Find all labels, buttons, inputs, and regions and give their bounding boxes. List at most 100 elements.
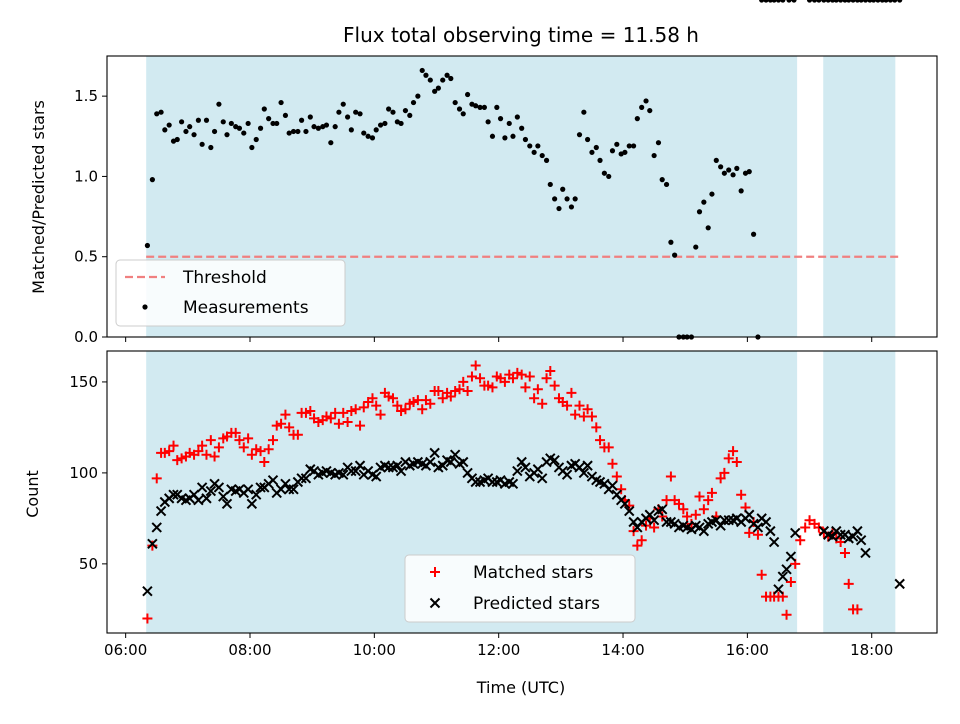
- matched-star-point: [367, 393, 378, 404]
- matched-star-point: [445, 391, 456, 402]
- measurement-point: [780, 0, 786, 3]
- predicted-star-point: [458, 456, 469, 468]
- matched-star-point: [616, 484, 627, 495]
- measurement-point: [506, 120, 512, 127]
- measurement-point: [282, 112, 289, 119]
- y-tick-label: 1.5: [74, 87, 98, 105]
- matched-star-point: [371, 400, 382, 411]
- measurement-point: [713, 157, 719, 163]
- matched-star-point: [698, 504, 709, 515]
- predicted-star-point: [193, 494, 204, 506]
- matched-star-point: [512, 367, 523, 378]
- matched-star-point: [255, 446, 266, 457]
- predicted-star-point: [392, 460, 403, 471]
- predicted-star-point: [255, 482, 266, 493]
- matched-star-point: [292, 429, 303, 440]
- measurement-point: [786, 0, 792, 3]
- y-tick-label: 100: [69, 464, 98, 482]
- matched-star-point: [649, 522, 660, 533]
- measurement-point: [162, 127, 168, 133]
- matched-star-point: [723, 453, 734, 464]
- matched-star-point: [400, 404, 411, 415]
- bottom-y-axis-label: Count: [23, 470, 42, 518]
- matched-star-point: [728, 446, 739, 457]
- predicted-star-point: [201, 493, 212, 504]
- predicted-star-point: [619, 498, 631, 510]
- predicted-star-point: [835, 529, 846, 540]
- measurement-point: [427, 77, 433, 83]
- matched-star-point: [433, 386, 444, 397]
- matched-star-point: [736, 489, 747, 500]
- matched-star-point: [706, 487, 717, 498]
- measurement-point: [609, 148, 616, 154]
- measurement-point: [489, 133, 496, 139]
- x-tick-label: 08:00: [228, 641, 271, 659]
- measurement-point: [382, 120, 388, 127]
- matched-star-point: [375, 409, 386, 420]
- predicted-star-point: [470, 476, 481, 488]
- measurement-point: [838, 0, 844, 3]
- predicted-star-point: [855, 535, 867, 546]
- measurement-point: [183, 128, 189, 135]
- matched-star-point: [852, 604, 863, 615]
- matched-star-point: [201, 449, 212, 460]
- predicted-star-point: [648, 514, 660, 526]
- predicted-star-point: [723, 514, 734, 526]
- measurement-point: [647, 107, 653, 114]
- measurement-point: [452, 99, 458, 106]
- measurement-point: [771, 0, 777, 3]
- measurement-point: [659, 177, 665, 183]
- measurement-point: [738, 188, 744, 194]
- matched-star-point: [781, 609, 792, 620]
- matched-star-point: [591, 422, 602, 433]
- predicted-star-point: [147, 538, 158, 550]
- measurement-point: [825, 0, 831, 3]
- x-tick-label: 12:00: [477, 641, 520, 659]
- plot-frame: [106, 55, 938, 338]
- measurement-point: [833, 0, 839, 3]
- measurement-point: [315, 125, 321, 131]
- y-tick-label: 150: [69, 373, 98, 391]
- predicted-star-point: [607, 480, 618, 491]
- predicted-star-point: [661, 516, 672, 528]
- measurement-point: [249, 144, 255, 151]
- measurement-point: [179, 119, 185, 125]
- measurement-point: [846, 0, 852, 3]
- predicted-star-point: [283, 484, 295, 495]
- measurement-point: [539, 152, 545, 159]
- observing-window-1: [823, 56, 896, 337]
- plot-frame: [106, 350, 938, 634]
- predicted-star-point: [251, 489, 262, 500]
- measurement-point: [432, 88, 438, 94]
- matched-star-point: [164, 446, 175, 457]
- measurement-point: [497, 116, 504, 122]
- predicted-star-point: [213, 482, 225, 493]
- matched-star-point: [276, 418, 287, 429]
- matched-star-point: [843, 578, 854, 589]
- measurement-point: [307, 114, 313, 120]
- measurement-point: [701, 199, 707, 205]
- measurement-point: [144, 242, 151, 249]
- matched-star-point: [507, 373, 518, 384]
- x-tick-label: 16:00: [726, 641, 769, 659]
- matched-star-point: [205, 435, 216, 446]
- measurement-point: [410, 99, 417, 106]
- measurement-point: [651, 152, 657, 159]
- x-axis-label: Time (UTC): [476, 678, 565, 697]
- measurement-point: [311, 124, 317, 130]
- predicted-star-point: [765, 525, 776, 537]
- predicted-star-point: [288, 484, 299, 495]
- measurement-point: [286, 130, 292, 136]
- matched-star-point: [358, 402, 369, 413]
- matched-star-point: [673, 498, 684, 509]
- matched-star-point: [636, 535, 647, 546]
- measurement-point: [576, 132, 583, 138]
- measurement-point: [547, 181, 553, 188]
- measurement-point: [572, 196, 578, 202]
- measurement-point: [435, 85, 441, 91]
- matched-star-point: [607, 458, 618, 469]
- matched-star-point: [321, 411, 332, 422]
- legend-box: [404, 554, 636, 623]
- predicted-star-point: [300, 473, 312, 484]
- matched-star-point: [263, 444, 274, 455]
